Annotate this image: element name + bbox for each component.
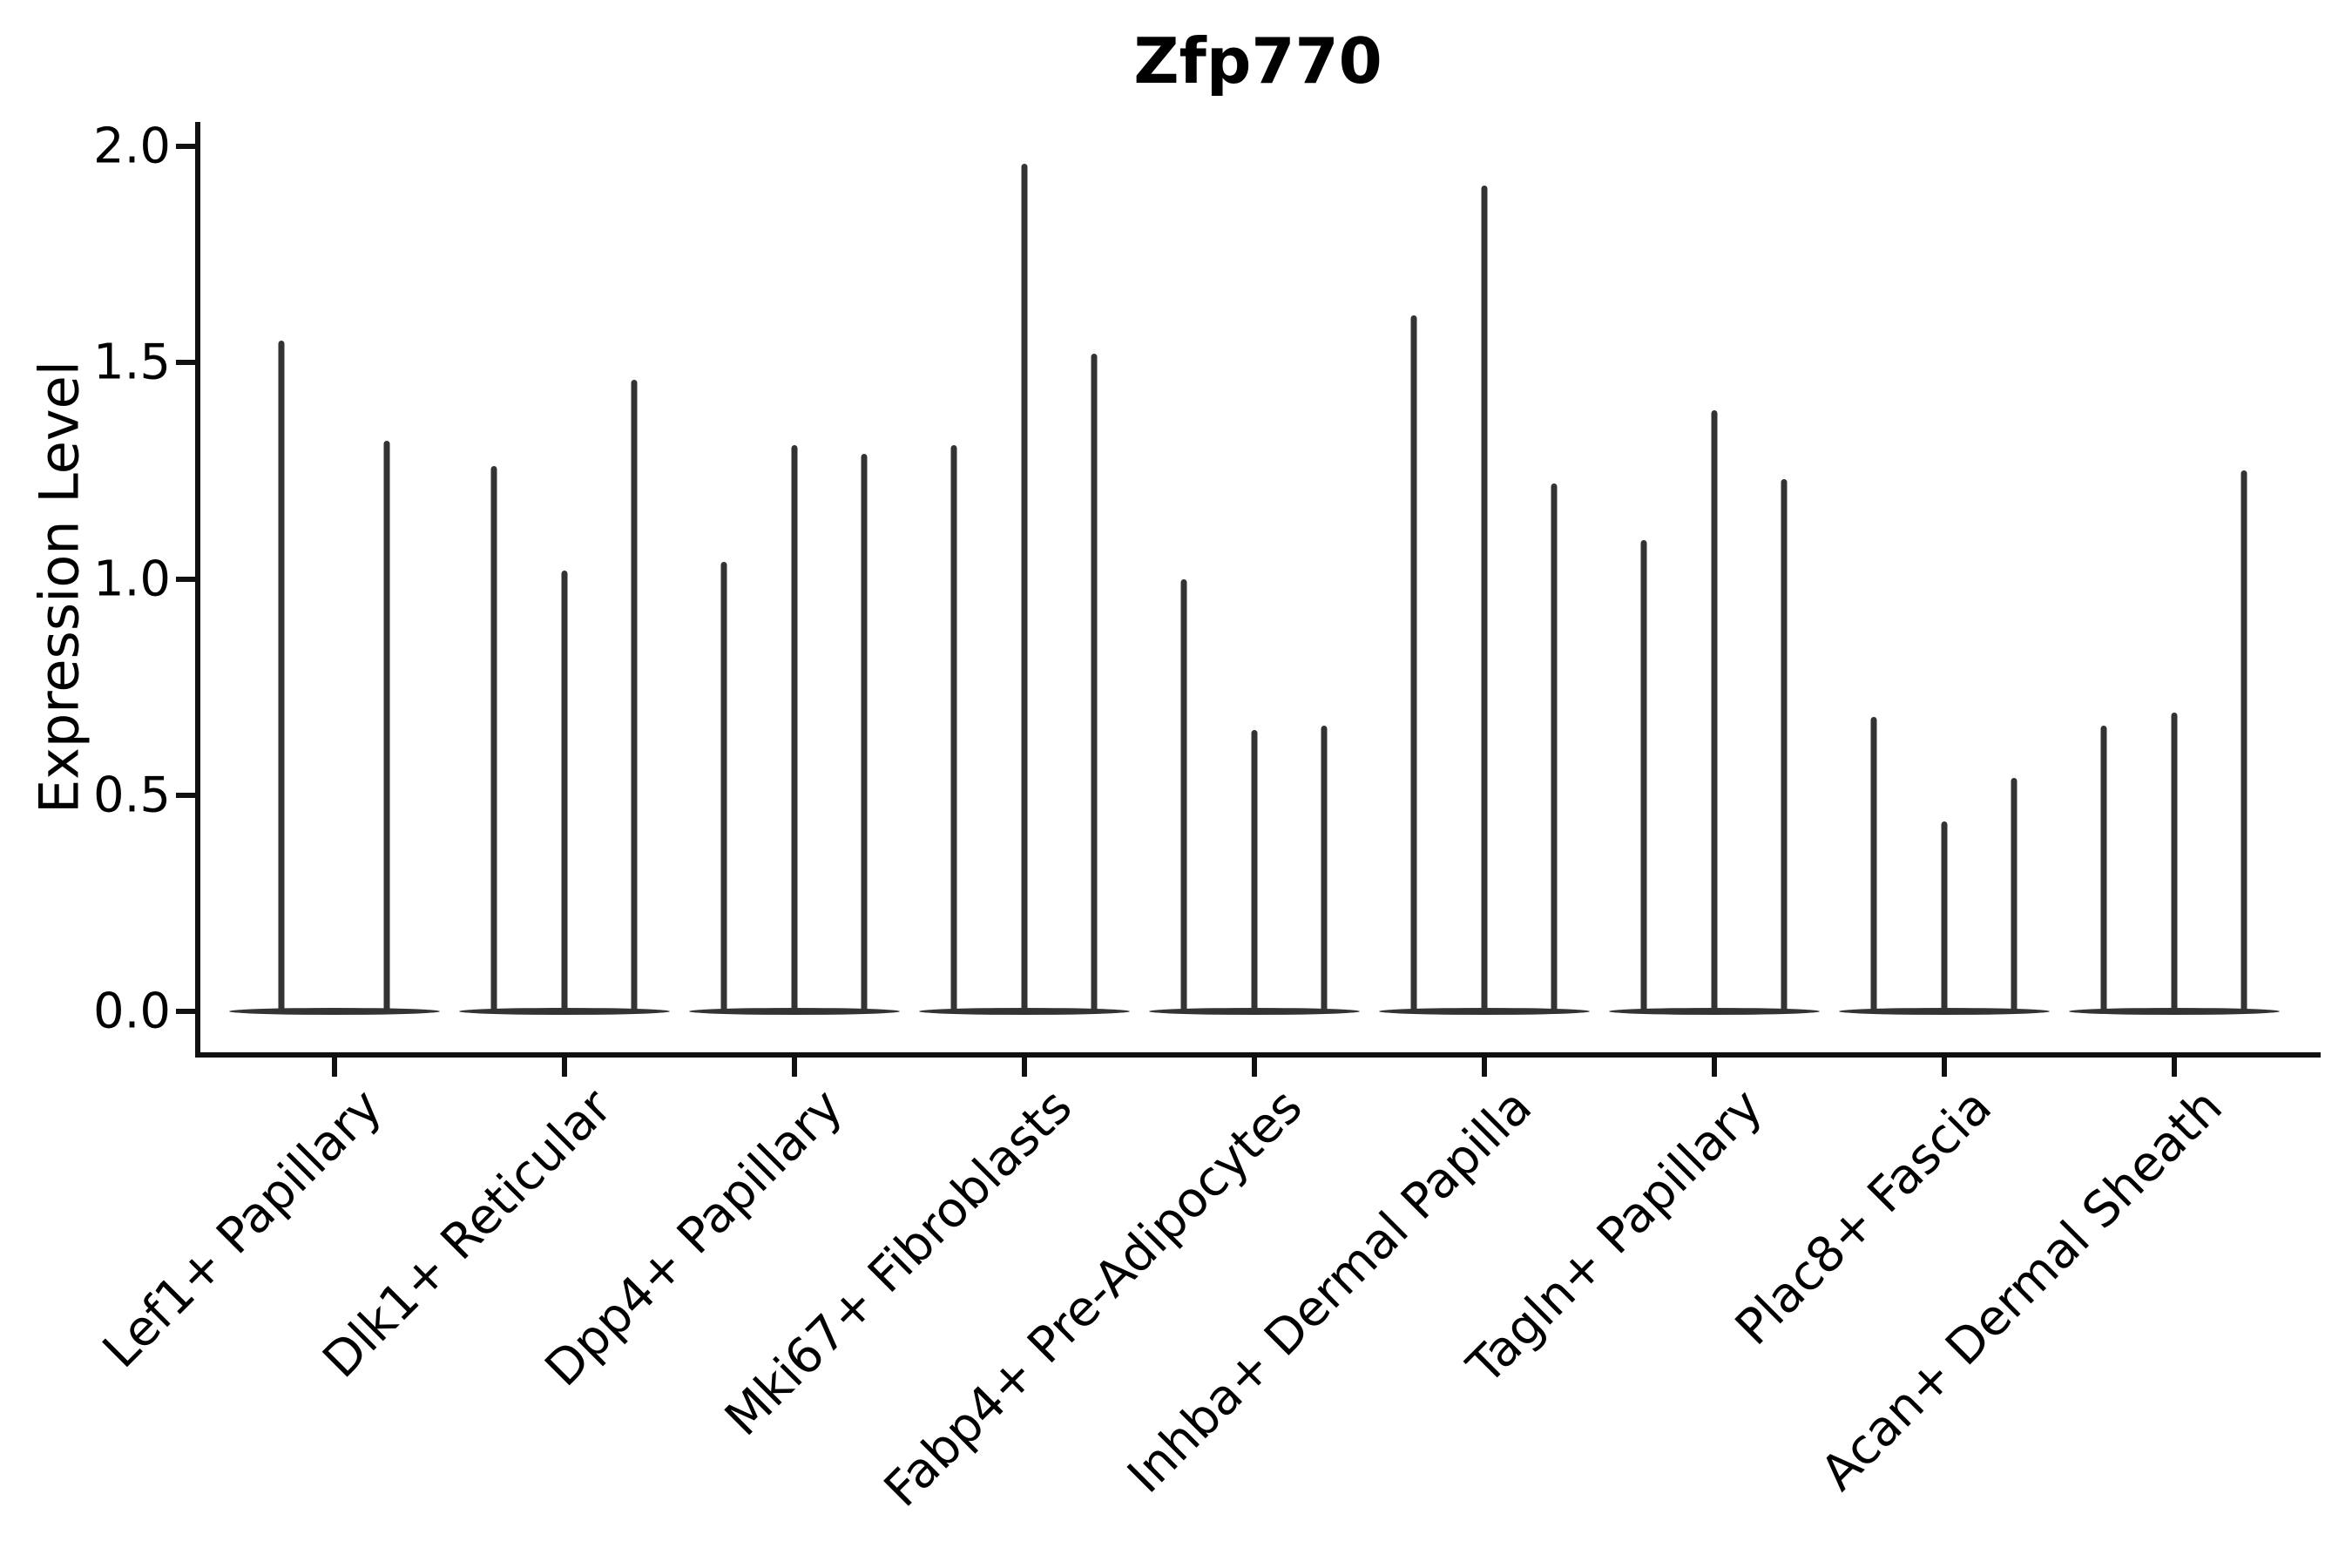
x-tick-label: Inhba+ Dermal Papilla: [1117, 1078, 1544, 1504]
y-tick-label: 2.0: [92, 118, 171, 175]
violin-needle: [2240, 470, 2247, 1011]
violin-needle: [1180, 578, 1187, 1011]
violin-needle: [561, 570, 567, 1011]
violin-needle: [278, 341, 285, 1011]
y-axis-label: Expression Level: [27, 361, 91, 814]
violin-zero-base: [228, 1008, 440, 1015]
violin-needle: [950, 444, 957, 1011]
x-tick-mark: [1021, 1054, 1027, 1077]
violin-needle: [490, 466, 497, 1011]
y-tick-mark: [176, 792, 198, 798]
violin-zero-base: [688, 1008, 900, 1015]
violin-needle: [1870, 717, 1877, 1011]
chart-title: Zfp770: [1133, 24, 1382, 98]
violin-zero-base: [2068, 1008, 2280, 1015]
violin-zero-base: [1838, 1008, 2050, 1015]
x-tick-label: Acan+ Dermal Sheath: [1809, 1078, 2234, 1502]
violin-zero-base: [458, 1008, 670, 1015]
violin-needle: [1021, 163, 1027, 1011]
x-axis-spine: [195, 1052, 2321, 1058]
y-tick-mark: [176, 360, 198, 366]
violin-needle: [2100, 726, 2107, 1011]
violin-zero-base: [1608, 1008, 1820, 1015]
violin-zero-base: [918, 1008, 1130, 1015]
violin-needle: [1091, 354, 1098, 1011]
violin-needle: [2171, 713, 2177, 1011]
violin-needle: [383, 440, 390, 1011]
x-tick-mark: [331, 1054, 337, 1077]
y-tick-label: 0.5: [92, 767, 171, 824]
violin-needle: [1251, 730, 1257, 1011]
x-tick-label: Fabp4+ Pre-Adipocytes: [873, 1078, 1314, 1518]
violin-needle: [1481, 185, 1487, 1011]
y-tick-label: 0.0: [92, 983, 171, 1040]
x-tick-mark: [1711, 1054, 1717, 1077]
violin-needle: [1711, 409, 1717, 1011]
violin-needle: [1781, 479, 1788, 1011]
x-tick-mark: [791, 1054, 797, 1077]
x-tick-mark: [1251, 1054, 1257, 1077]
violin-needle: [720, 561, 727, 1011]
y-tick-mark: [176, 144, 198, 149]
violin-zero-base: [1378, 1008, 1590, 1015]
violin-zero-base: [1148, 1008, 1360, 1015]
violin-needle: [791, 444, 797, 1011]
violin-needle: [1321, 726, 1328, 1011]
violin-needle: [1640, 539, 1647, 1011]
y-tick-label: 1.0: [92, 551, 171, 607]
violin-needle: [1941, 821, 1947, 1011]
violin-needle: [1551, 483, 1558, 1011]
y-axis-spine: [195, 122, 200, 1058]
x-tick-mark: [561, 1054, 567, 1077]
violin-needle: [1410, 314, 1417, 1011]
violin-needle: [861, 453, 868, 1011]
y-tick-mark: [176, 1009, 198, 1014]
x-tick-mark: [1941, 1054, 1947, 1077]
violin-needle: [631, 380, 638, 1011]
y-tick-label: 1.5: [92, 334, 171, 391]
x-tick-mark: [1481, 1054, 1487, 1077]
x-tick-mark: [2171, 1054, 2177, 1077]
violin-needle: [2011, 777, 2017, 1011]
y-tick-mark: [176, 576, 198, 582]
